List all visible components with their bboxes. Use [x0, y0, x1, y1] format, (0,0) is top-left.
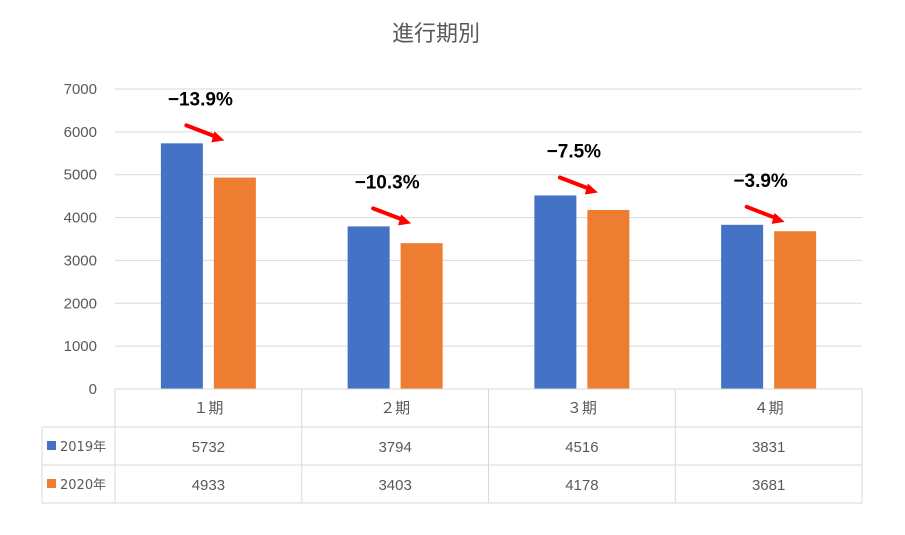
table-value: 3794 [378, 439, 411, 456]
bar-2019年-４期 [721, 224, 764, 389]
bar-2020年-２期 [400, 243, 443, 389]
legend-swatch [47, 479, 56, 488]
y-axis-ticks: 0 1000 2000 3000 4000 5000 6000 7000 [64, 81, 97, 398]
table-value: 4516 [565, 439, 598, 456]
y-tick-label: 3000 [64, 252, 97, 269]
y-tick-label: 1000 [64, 338, 97, 355]
decrease-arrow-head [211, 131, 225, 143]
table-value: 3831 [752, 439, 785, 456]
table-value: 3403 [378, 477, 411, 494]
table-value: 3681 [752, 477, 785, 494]
y-tick-label: 5000 [64, 167, 97, 184]
y-tick-label: 6000 [64, 124, 97, 141]
legend-label: 2019年 [60, 440, 106, 455]
change-label: −3.9% [733, 171, 788, 192]
decrease-arrow-head [771, 212, 785, 224]
change-label: −10.3% [355, 172, 420, 193]
bar-2019年-３期 [534, 195, 577, 389]
change-label: −7.5% [547, 141, 602, 162]
legend-swatch [47, 441, 56, 450]
decrease-arrow [371, 206, 406, 222]
table-value: 4933 [192, 477, 225, 494]
decrease-arrow-head [398, 214, 412, 226]
bar-2020年-１期 [213, 177, 256, 389]
x-category-label: ２期 [380, 400, 410, 417]
bar-2020年-３期 [587, 209, 630, 389]
legend-label: 2020年 [60, 478, 106, 493]
x-category-label: ４期 [754, 400, 784, 417]
y-tick-label: 0 [89, 381, 97, 398]
decrease-arrow [184, 123, 219, 139]
x-category-label: ３期 [567, 400, 597, 417]
decrease-arrow-head [584, 183, 598, 195]
y-tick-label: 4000 [64, 210, 97, 227]
table-value: 5732 [192, 439, 225, 456]
bars [160, 143, 817, 389]
change-label: −13.9% [168, 89, 233, 110]
bar-2020年-４期 [774, 231, 817, 389]
bar-2019年-１期 [160, 143, 203, 389]
chart-title: 進行期別 [392, 22, 480, 47]
annotations: −13.9% −10.3% −7.5% −3.9% [168, 89, 788, 226]
x-category-label: １期 [193, 400, 223, 417]
y-tick-label: 7000 [64, 81, 97, 98]
data-table: １期 ２期 ３期 ４期 2019年 5732 3794 4516 3831 2020年 4933 34… [41, 388, 863, 504]
y-tick-label: 2000 [64, 295, 97, 312]
table-value: 4178 [565, 477, 598, 494]
decrease-arrow [557, 175, 592, 191]
bar-2019年-２期 [347, 226, 390, 389]
decrease-arrow [744, 204, 779, 221]
